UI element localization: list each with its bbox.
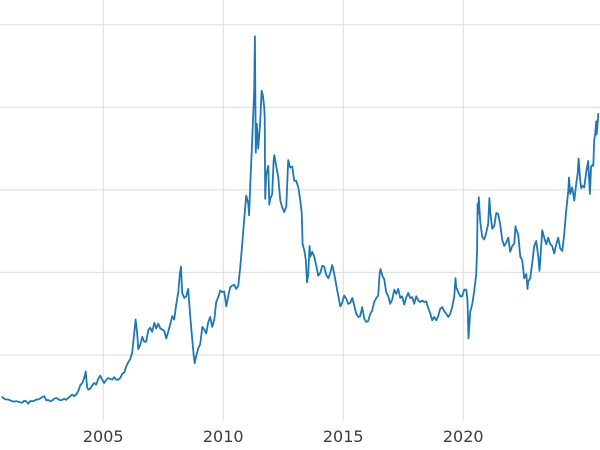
x-tick-label: 2005 (83, 427, 124, 446)
series-layer (1, 35, 600, 405)
x-tick-label: 2010 (203, 427, 244, 446)
x-tick-labels-layer: 2005 2010 2015 2020 (83, 427, 484, 446)
data-line (1, 35, 600, 405)
gridlines-layer (0, 0, 600, 420)
x-tick-label: 2020 (443, 427, 484, 446)
x-tick-label: 2015 (323, 427, 364, 446)
